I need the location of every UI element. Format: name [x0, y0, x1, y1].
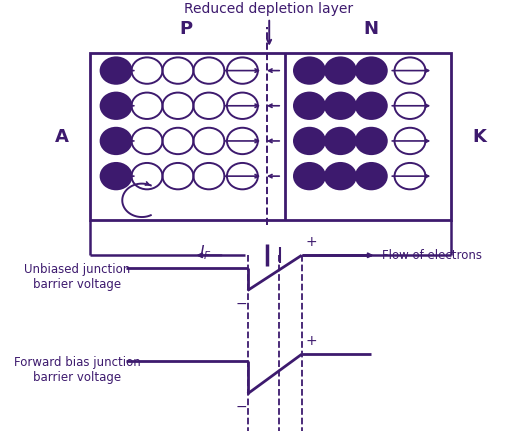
Text: P: P: [179, 20, 193, 38]
Text: +: +: [305, 334, 317, 348]
Circle shape: [325, 163, 356, 189]
Text: $I_F$: $I_F$: [199, 244, 211, 262]
Text: Unbiased junction
barrier voltage: Unbiased junction barrier voltage: [24, 263, 130, 291]
Text: +: +: [305, 235, 317, 249]
Text: K: K: [473, 128, 487, 146]
Text: Forward bias junction
barrier voltage: Forward bias junction barrier voltage: [14, 356, 141, 384]
Circle shape: [356, 57, 387, 84]
Text: −: −: [236, 297, 247, 311]
Text: Flow of electrons: Flow of electrons: [382, 249, 482, 262]
Circle shape: [356, 128, 387, 154]
Circle shape: [356, 92, 387, 119]
Circle shape: [100, 57, 132, 84]
Circle shape: [294, 163, 325, 189]
Circle shape: [294, 128, 325, 154]
Bar: [90, 53, 451, 220]
Circle shape: [100, 163, 132, 189]
Circle shape: [325, 92, 356, 119]
Text: Reduced depletion layer: Reduced depletion layer: [184, 2, 353, 16]
Circle shape: [100, 128, 132, 154]
Text: A: A: [55, 128, 69, 146]
Circle shape: [294, 92, 325, 119]
Circle shape: [325, 128, 356, 154]
Circle shape: [356, 163, 387, 189]
Circle shape: [100, 92, 132, 119]
Circle shape: [325, 57, 356, 84]
Text: N: N: [364, 20, 379, 38]
Text: −: −: [236, 400, 247, 414]
Circle shape: [294, 57, 325, 84]
